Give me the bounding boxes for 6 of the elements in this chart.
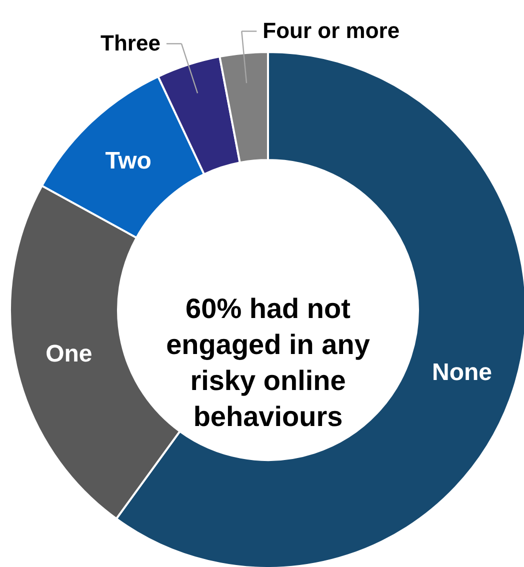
slice-label: Three: [100, 30, 160, 56]
text: 60% had not engaged in any risky online behaviours: [166, 293, 370, 432]
slice-label: Four or more: [262, 18, 400, 44]
slice-label: Two: [105, 147, 152, 174]
slice-label: One: [46, 340, 92, 368]
slice-label: None: [432, 359, 492, 386]
